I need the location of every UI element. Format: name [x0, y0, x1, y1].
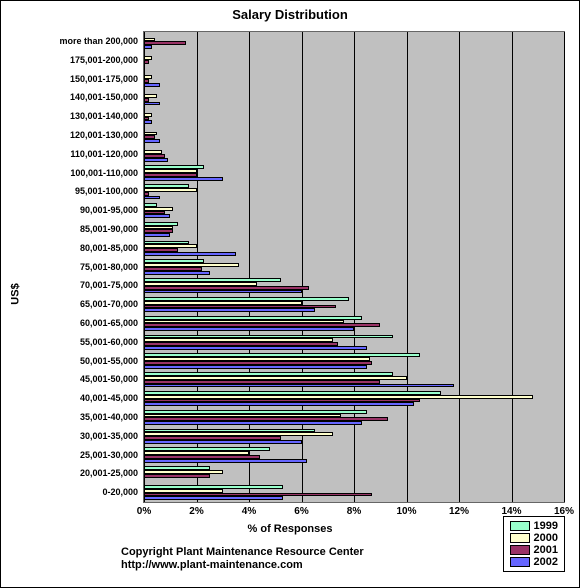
legend-item: 2001: [510, 544, 558, 556]
bar-2000: [144, 188, 197, 192]
legend-swatch: [510, 533, 530, 543]
category-label: 130,001-140,000: [70, 112, 144, 121]
bar-2002: [144, 440, 302, 444]
category-label: 30,001-35,000: [80, 432, 144, 441]
category-label: 175,001-200,000: [70, 56, 144, 65]
category-label: 95,001-100,000: [75, 187, 144, 196]
legend-label: 2000: [534, 532, 558, 544]
legend: 1999200020012002: [503, 516, 565, 572]
legend-swatch: [510, 545, 530, 555]
category-label: 60,001-65,000: [80, 319, 144, 328]
bar-2002: [144, 384, 454, 388]
category-label: 85,001-90,000: [80, 225, 144, 234]
x-tick-label: 6%: [294, 502, 308, 517]
bar-2002: [144, 233, 170, 237]
category-label: 40,001-45,000: [80, 394, 144, 403]
bar-2002: [144, 421, 362, 425]
x-tick-label: 4%: [242, 502, 256, 517]
bar-2002: [144, 177, 223, 181]
bar-2002: [144, 102, 160, 106]
legend-swatch: [510, 521, 530, 531]
gridline: [564, 32, 565, 502]
category-label: 65,001-70,000: [80, 300, 144, 309]
copyright-text: Copyright Plant Maintenance Resource Cen…: [121, 546, 364, 572]
bar-2002: [144, 252, 236, 256]
copyright-line2: http://www.plant-maintenance.com: [121, 559, 364, 572]
bar-2002: [144, 346, 367, 350]
bar-2002: [144, 496, 283, 500]
category-label: 150,001-175,000: [70, 75, 144, 84]
bar-2002: [144, 271, 210, 275]
category-label: more than 200,000: [59, 37, 144, 46]
bar-2002: [144, 45, 152, 49]
bar-2002: [144, 459, 307, 463]
category-label: 0-20,000: [102, 488, 144, 497]
copyright-line1: Copyright Plant Maintenance Resource Cen…: [121, 546, 364, 559]
bar-2002: [144, 120, 152, 124]
category-label: 35,001-40,000: [80, 413, 144, 422]
category-label: 70,001-75,000: [80, 281, 144, 290]
legend-label: 2002: [534, 556, 558, 568]
bar-2002: [144, 139, 160, 143]
category-label: 45,001-50,000: [80, 375, 144, 384]
x-tick-label: 8%: [347, 502, 361, 517]
gridline: [407, 32, 408, 502]
bar-2002: [144, 327, 354, 331]
bar-2002: [144, 214, 170, 218]
bar-2001: [144, 60, 149, 64]
legend-item: 1999: [510, 520, 558, 532]
category-label: 100,001-110,000: [70, 169, 144, 178]
legend-swatch: [510, 557, 530, 567]
bar-2002: [144, 290, 302, 294]
gridline: [512, 32, 513, 502]
category-label: 25,001-30,000: [80, 451, 144, 460]
x-axis-label: % of Responses: [1, 523, 579, 535]
plot-area: 0%2%4%6%8%10%12%14%16%more than 200,0001…: [143, 31, 565, 503]
legend-label: 2001: [534, 544, 558, 556]
category-label: 50,001-55,000: [80, 357, 144, 366]
gridline: [459, 32, 460, 502]
x-tick-label: 2%: [189, 502, 203, 517]
category-label: 140,001-150,000: [70, 93, 144, 102]
bar-2002: [144, 158, 168, 162]
category-label: 20,001-25,000: [80, 469, 144, 478]
category-label: 110,001-120,000: [70, 150, 144, 159]
gridline: [354, 32, 355, 502]
x-tick-label: 12%: [449, 502, 469, 517]
bar-2001: [144, 474, 210, 478]
bar-2002: [144, 83, 160, 87]
category-label: 75,001-80,000: [80, 263, 144, 272]
legend-item: 2002: [510, 556, 558, 568]
x-tick-label: 0%: [137, 502, 151, 517]
chart-container: Salary Distribution US$ 0%2%4%6%8%10%12%…: [0, 0, 580, 588]
bar-2002: [144, 308, 315, 312]
bar-2002: [144, 365, 367, 369]
legend-item: 2000: [510, 532, 558, 544]
bar-2002: [144, 402, 414, 406]
y-axis-label: US$: [10, 283, 22, 304]
category-label: 120,001-130,000: [70, 131, 144, 140]
legend-label: 1999: [534, 520, 558, 532]
bar-2002: [144, 196, 160, 200]
x-tick-label: 10%: [396, 502, 416, 517]
category-label: 55,001-60,000: [80, 338, 144, 347]
chart-title: Salary Distribution: [1, 7, 579, 22]
category-label: 80,001-85,000: [80, 244, 144, 253]
category-label: 90,001-95,000: [80, 206, 144, 215]
